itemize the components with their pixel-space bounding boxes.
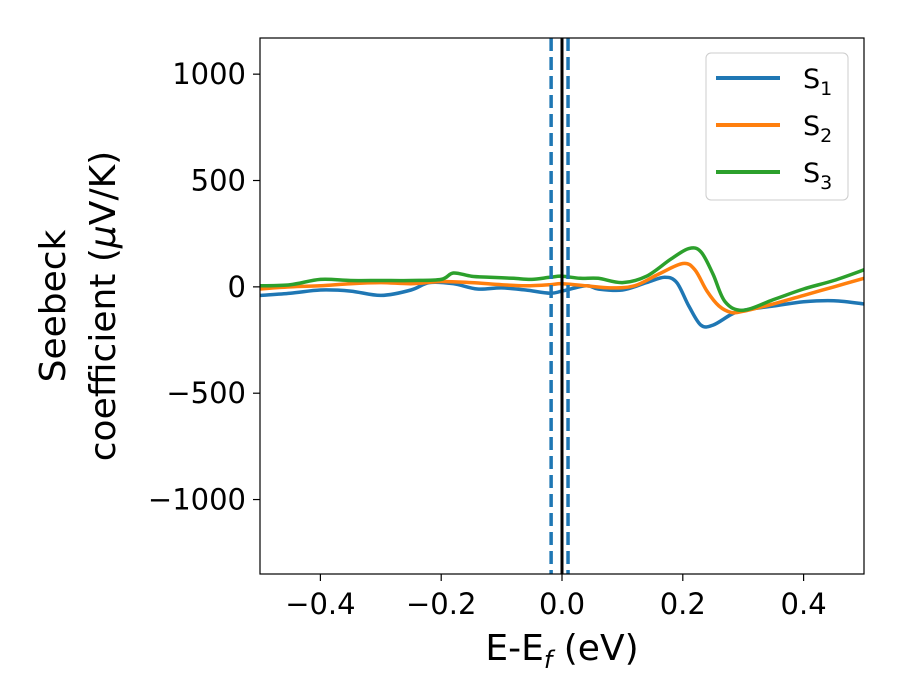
y-axis: 1000 500 0 −500 −1000	[148, 57, 260, 517]
y-axis-title-line1: Seebeck	[33, 229, 74, 382]
x-axis: −0.4 −0.2 0.0 0.2 0.4	[285, 574, 827, 621]
x-axis-title: E-Ef (eV)	[485, 628, 638, 674]
legend-label-S3: S3	[803, 158, 832, 194]
y-tick-label: −500	[166, 376, 246, 410]
legend-label-S1: S1	[803, 64, 832, 100]
y-tick-label: 0	[228, 270, 246, 304]
y-tick-label: 500	[191, 164, 246, 198]
legend: S1 S2 S3	[705, 52, 849, 201]
plot-area	[260, 38, 864, 574]
x-tick-label: −0.2	[406, 587, 476, 621]
x-tick-label: 0.0	[539, 587, 585, 621]
y-tick-label: 1000	[172, 57, 246, 91]
x-tick-label: 0.4	[781, 587, 827, 621]
y-axis-title-line2: coefficient (μV/K)	[83, 151, 124, 461]
y-axis-title: Seebeck coefficient (μV/K)	[33, 151, 124, 461]
y-tick-label: −1000	[148, 483, 246, 517]
legend-label-S2: S2	[803, 111, 832, 147]
x-tick-label: −0.4	[285, 587, 355, 621]
x-tick-label: 0.2	[660, 587, 706, 621]
series-line-S3	[260, 246, 864, 313]
